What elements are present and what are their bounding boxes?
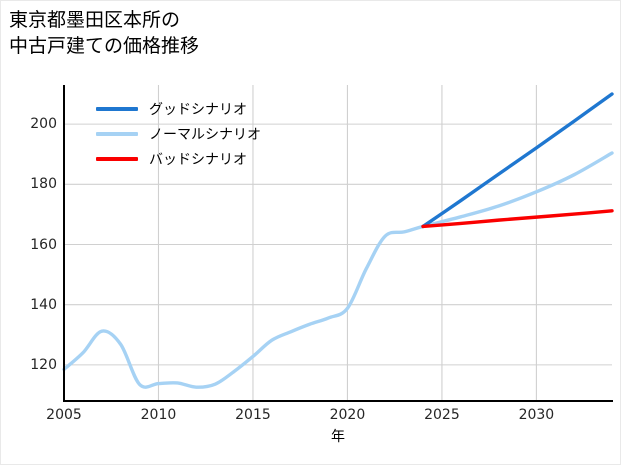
legend-item[interactable]: バッドシナリオ bbox=[96, 146, 261, 171]
x-tick-label: 2025 bbox=[424, 407, 460, 423]
plot-area: 120 140 160 180 200 2005 2010 2015 2020 2025 2030… bbox=[30, 85, 614, 423]
y-tick-label: 120 bbox=[30, 356, 57, 373]
plot-background bbox=[64, 85, 612, 401]
x-axis-spine bbox=[63, 400, 613, 402]
chart-title-line-1: 東京都墨田区本所の bbox=[9, 9, 181, 31]
y-axis-spine bbox=[63, 85, 65, 402]
x-axis-label: 年 bbox=[331, 429, 345, 445]
x-tick-label: 2005 bbox=[46, 407, 82, 423]
y-tick-label: 140 bbox=[30, 296, 57, 313]
series-line bbox=[421, 209, 614, 229]
x-tick-label: 2015 bbox=[235, 407, 271, 423]
legend-item[interactable]: ノーマルシナリオ bbox=[96, 121, 261, 146]
legend-item[interactable]: グッドシナリオ bbox=[96, 96, 261, 121]
legend-color-swatch bbox=[96, 106, 138, 111]
chart-canvas bbox=[62, 85, 614, 401]
x-tick-label: 2020 bbox=[329, 407, 366, 423]
y-tick-label: 200 bbox=[30, 116, 57, 133]
y-tick-label: 180 bbox=[30, 176, 57, 193]
legend-label: バッドシナリオ bbox=[149, 151, 247, 168]
legend-label: グッドシナリオ bbox=[149, 101, 247, 118]
x-tick-label: 2010 bbox=[140, 407, 177, 423]
chart-title-line-2: 中古戸建ての価格推移 bbox=[9, 35, 200, 57]
x-tick-label: 2030 bbox=[518, 407, 555, 423]
y-tick-label: 160 bbox=[30, 236, 57, 253]
series-line bbox=[421, 92, 614, 229]
chart-title: 東京都墨田区本所の 中古戸建ての価格推移 bbox=[9, 7, 199, 59]
series-line bbox=[62, 151, 614, 389]
legend-color-swatch bbox=[96, 131, 138, 136]
legend-label: ノーマルシナリオ bbox=[149, 126, 261, 143]
legend-color-swatch bbox=[96, 156, 138, 161]
chart-legend: グッドシナリオ ノーマルシナリオ バッドシナリオ bbox=[96, 96, 261, 171]
